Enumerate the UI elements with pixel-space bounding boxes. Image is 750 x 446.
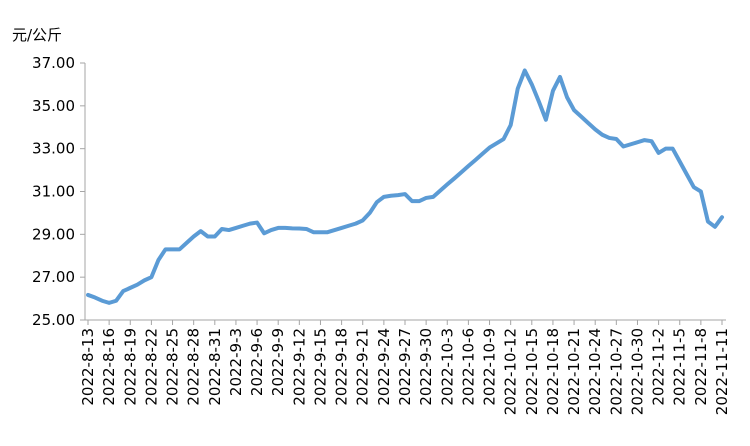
y-tick-label: 37.00 — [32, 54, 75, 72]
x-tick-label: 2022-11-2 — [650, 328, 668, 406]
x-tick-label: 2022-8-31 — [206, 328, 224, 406]
x-tick-label: 2022-8-13 — [79, 328, 97, 406]
x-tick-label: 2022-9-3 — [227, 328, 245, 396]
x-tick-label: 2022-9-18 — [333, 328, 351, 406]
data-line — [86, 68, 724, 305]
y-tick-label: 27.00 — [32, 268, 75, 286]
x-tick-label: 2022-10-27 — [607, 328, 625, 415]
y-tick-label: 33.00 — [32, 140, 75, 158]
y-tick-label: 31.00 — [32, 183, 75, 201]
x-tick-label: 2022-11-11 — [713, 328, 731, 415]
x-tick-label: 2022-10-9 — [481, 328, 499, 406]
x-tick-label: 2022-11-8 — [692, 328, 710, 406]
x-tick-label: 2022-10-3 — [438, 328, 456, 406]
x-tick-label: 2022-9-24 — [375, 328, 393, 406]
x-tick-label: 2022-10-30 — [628, 328, 646, 415]
x-tick-label: 2022-8-28 — [185, 328, 203, 406]
y-tick-label: 29.00 — [32, 225, 75, 243]
x-tick-label: 2022-8-22 — [142, 328, 160, 406]
x-tick-label: 2022-9-6 — [248, 328, 266, 396]
x-tick-label: 2022-11-5 — [671, 328, 689, 406]
x-tick-label: 2022-8-25 — [164, 328, 182, 406]
x-tick-label: 2022-8-19 — [121, 328, 139, 406]
x-tick-label: 2022-8-16 — [100, 328, 118, 406]
y-tick-label: 35.00 — [32, 97, 75, 115]
y-axis-unit: 元/公斤 — [12, 26, 62, 44]
x-tick-label: 2022-9-27 — [396, 328, 414, 406]
x-tick-label: 2022-10-24 — [586, 328, 604, 415]
x-tick-label: 2022-9-21 — [354, 328, 372, 406]
y-tick-label: 25.00 — [32, 311, 75, 329]
x-tick-label: 2022-9-15 — [311, 328, 329, 406]
x-tick-label: 2022-9-30 — [417, 328, 435, 406]
x-tick-label: 2022-9-12 — [290, 328, 308, 406]
x-tick-label: 2022-9-9 — [269, 328, 287, 396]
x-tick-label: 2022-10-15 — [523, 328, 541, 415]
x-tick-label: 2022-10-18 — [544, 328, 562, 415]
x-tick-label: 2022-10-12 — [502, 328, 520, 415]
x-tick-label: 2022-10-6 — [459, 328, 477, 406]
x-tick-label: 2022-10-21 — [565, 328, 583, 415]
